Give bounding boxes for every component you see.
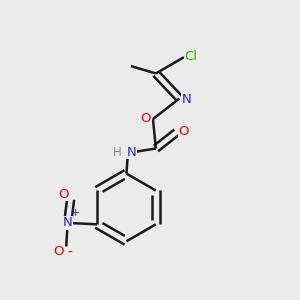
Text: O: O: [54, 245, 64, 258]
Text: +: +: [71, 208, 81, 218]
Text: O: O: [141, 112, 151, 125]
Text: N: N: [63, 216, 73, 230]
Text: N: N: [127, 146, 136, 159]
Text: H: H: [113, 146, 122, 159]
Text: O: O: [58, 188, 68, 200]
Text: O: O: [178, 125, 189, 138]
Text: Cl: Cl: [185, 50, 198, 63]
Text: N: N: [182, 93, 192, 106]
Text: -: -: [68, 246, 73, 260]
